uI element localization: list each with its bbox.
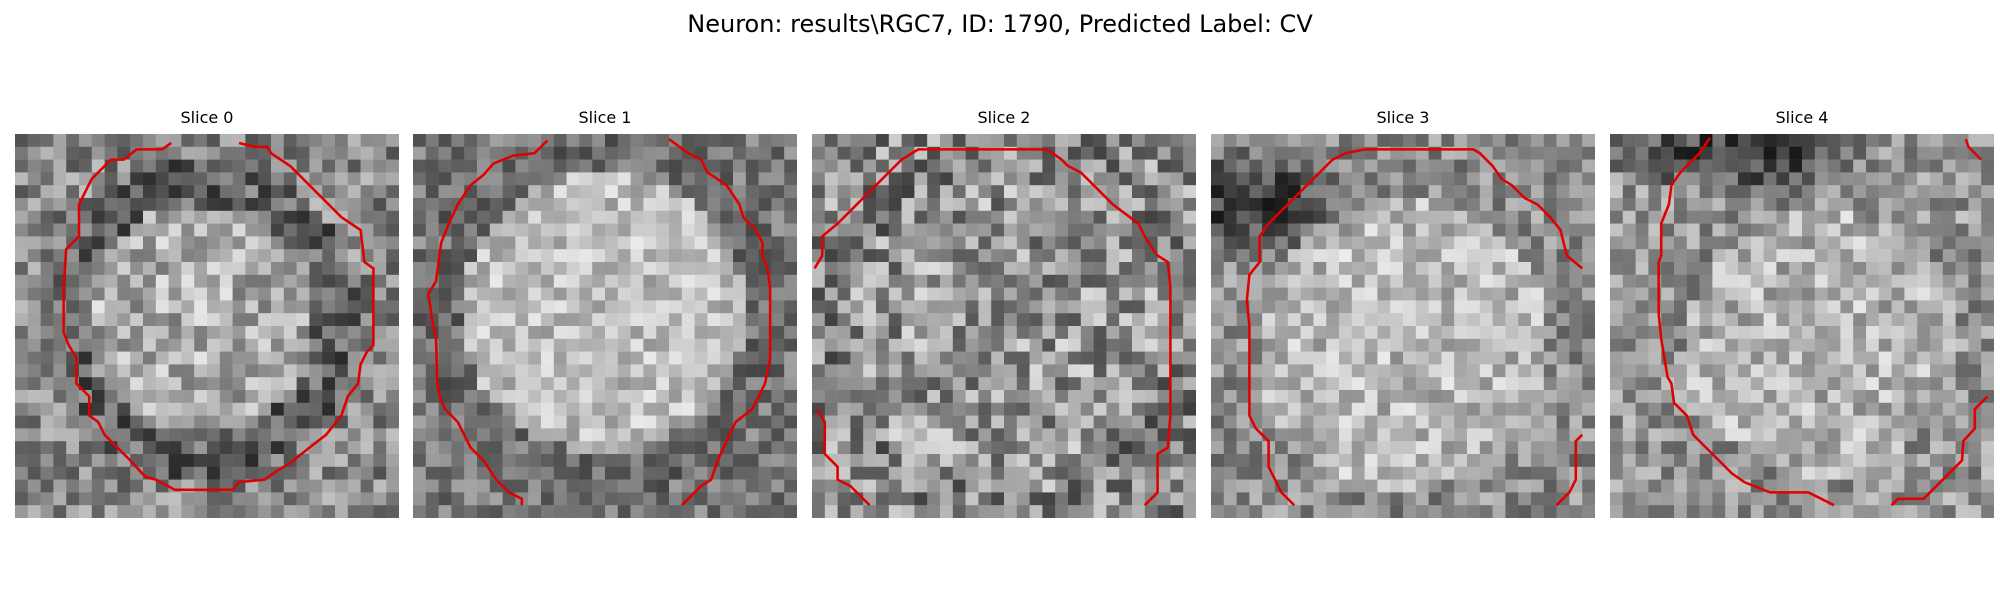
slice-1-contour-1 <box>668 138 772 507</box>
slice-1-contour-0 <box>427 139 549 506</box>
slice-4-contour-0 <box>1657 137 1835 507</box>
slice-image-2 <box>812 134 1196 518</box>
slice-image-3 <box>1211 134 1595 518</box>
slice-0-contour-0 <box>62 141 375 492</box>
slice-3-contour-0 <box>1245 148 1584 507</box>
slice-title-1: Slice 1 <box>578 108 632 127</box>
slice-panel-0: Slice 0 <box>15 108 399 518</box>
figure-title: Neuron: results\RGC7, ID: 1790, Predicte… <box>687 10 1313 38</box>
slice-title-2: Slice 2 <box>977 108 1031 127</box>
slice-image-4 <box>1610 134 1994 518</box>
slice-4-contour-2 <box>1890 395 1989 507</box>
slice-title-3: Slice 3 <box>1376 108 1430 127</box>
slice-image-1 <box>413 134 797 518</box>
slice-title-4: Slice 4 <box>1775 108 1829 127</box>
slice-panel-3: Slice 3 <box>1211 108 1595 518</box>
slice-image-0 <box>15 134 399 518</box>
slice-2-contour-0 <box>813 148 1172 507</box>
slice-title-0: Slice 0 <box>180 108 234 127</box>
slice-panel-4: Slice 4 <box>1610 108 1994 518</box>
slice-4-contour-1 <box>1964 138 1983 161</box>
slice-2-contour-1 <box>816 408 871 507</box>
slice-panel-2: Slice 2 <box>812 108 1196 518</box>
slice-3-contour-1 <box>1555 433 1584 507</box>
slice-panel-1: Slice 1 <box>413 108 797 518</box>
